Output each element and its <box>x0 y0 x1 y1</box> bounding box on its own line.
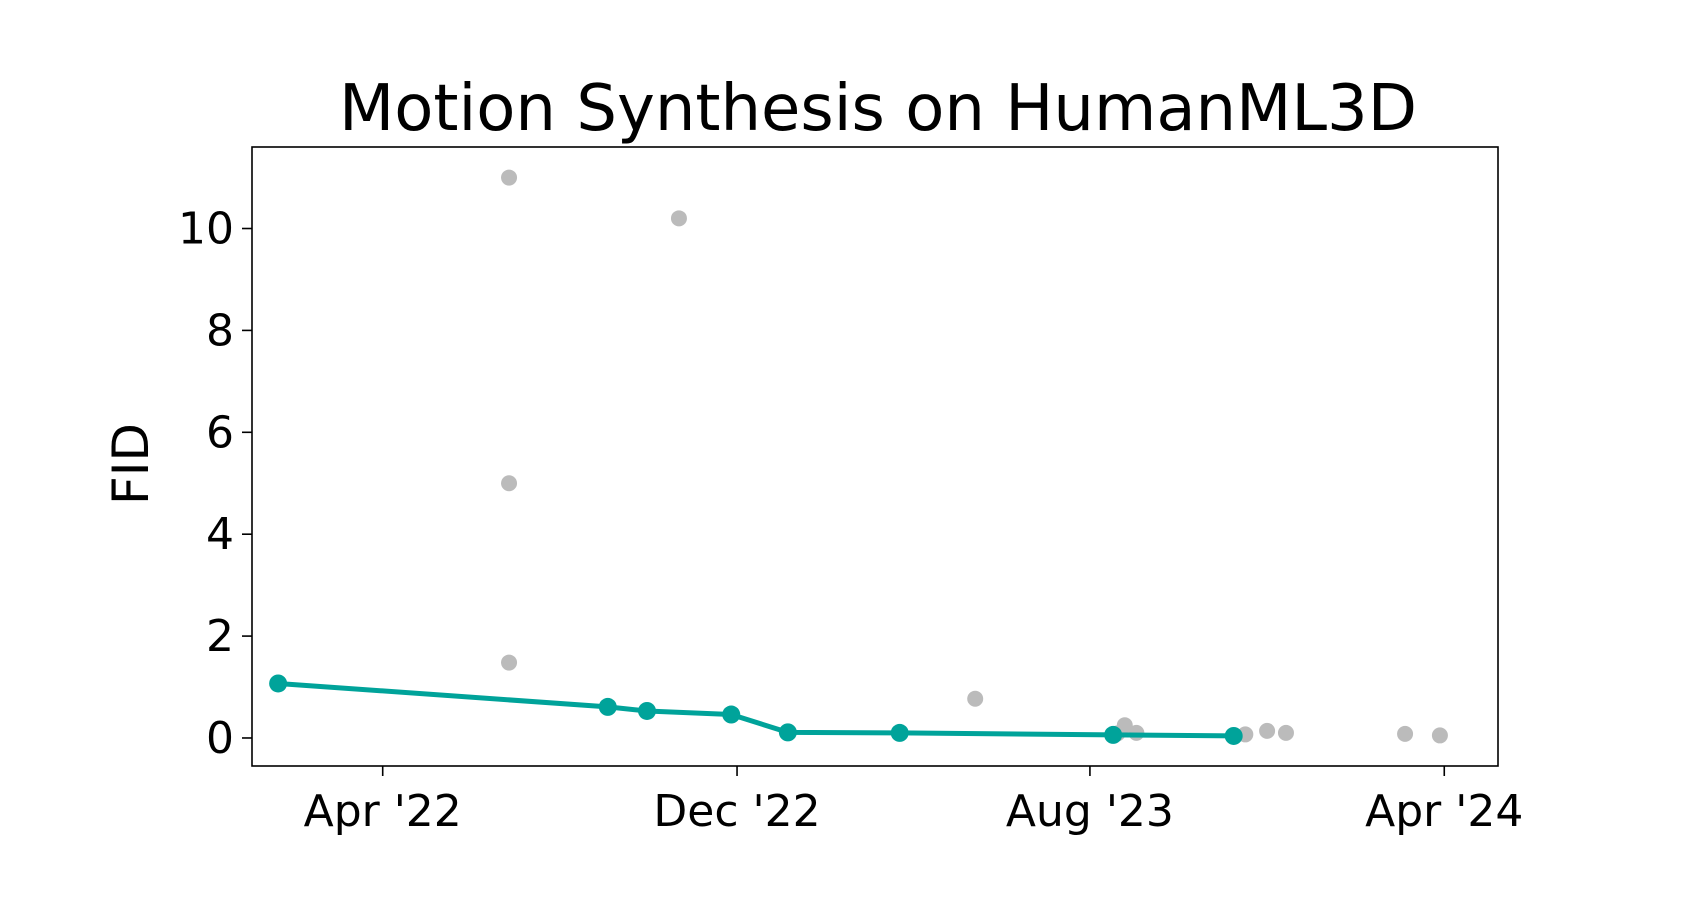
y-tick-label: 8 <box>206 305 234 356</box>
y-tick-label: 6 <box>206 407 234 458</box>
y-tick-label: 4 <box>206 509 234 560</box>
other-model-point <box>670 210 687 227</box>
other-model-point <box>1116 717 1133 734</box>
y-axis-ticks: 0 2 4 6 8 10 <box>178 204 252 764</box>
sota-point <box>722 705 741 724</box>
sota-point <box>1104 725 1123 744</box>
sota-line <box>277 681 1234 739</box>
other-model-point <box>501 654 518 671</box>
other-model-point <box>967 690 984 707</box>
other-model-point <box>1259 722 1276 739</box>
other-model-point <box>1277 724 1294 741</box>
other-model-point <box>1431 727 1448 744</box>
other-model-point <box>1397 725 1414 742</box>
y-axis-label: FID <box>102 423 160 505</box>
chart-title: Motion Synthesis on HumanML3D <box>339 72 1417 146</box>
y-tick-label: 0 <box>206 713 234 764</box>
sota-point <box>1224 726 1243 745</box>
sota-point <box>638 701 657 720</box>
x-tick-label: Aug '23 <box>1006 786 1174 837</box>
x-axis-ticks: Apr '22 Dec '22 Aug '23 Apr '24 <box>304 766 1523 837</box>
sota-point <box>778 723 797 742</box>
sota-point <box>890 723 909 742</box>
other-model-point <box>501 475 518 492</box>
x-tick-label: Apr '22 <box>304 786 462 837</box>
y-tick-label: 2 <box>206 611 234 662</box>
other-model-point <box>501 169 518 186</box>
plot-frame <box>251 146 1499 767</box>
x-tick-label: Dec '22 <box>653 786 820 837</box>
sota-point <box>269 674 288 693</box>
plot-marks <box>269 169 1448 745</box>
y-tick-label: 10 <box>178 204 234 255</box>
x-tick-label: Apr '24 <box>1365 786 1523 837</box>
sota-point <box>598 697 617 716</box>
